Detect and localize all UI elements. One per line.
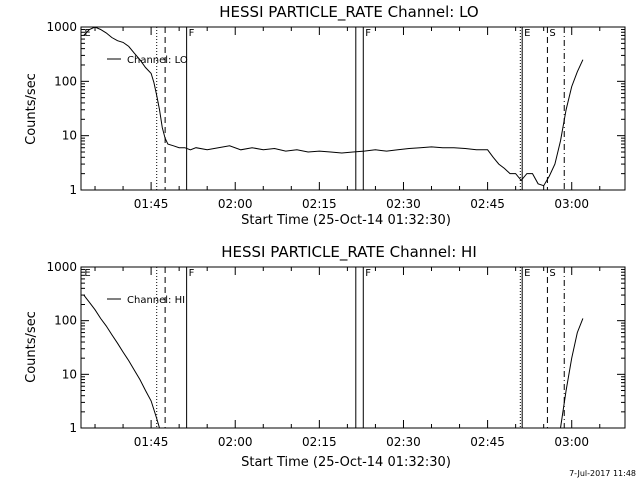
series-line (83, 26, 584, 187)
y-tick-label: 100 (54, 74, 77, 88)
x-axis-label: Start Time (25-Oct-14 01:32:30) (241, 213, 451, 228)
footer-timestamp: 7-Jul-2017 11:48 (569, 469, 636, 478)
y-tick-label: 1 (69, 421, 77, 435)
x-tick-label: 02:45 (470, 435, 505, 449)
event-marker-label: F (189, 268, 195, 279)
y-tick-label: 1000 (46, 260, 77, 274)
plot-frame (80, 26, 626, 191)
x-tick-label: 02:15 (302, 435, 337, 449)
chart-title: HESSI PARTICLE_RATE Channel: HI (221, 243, 477, 262)
x-tick-label: 01:45 (134, 435, 169, 449)
x-axis-label: Start Time (25-Oct-14 01:32:30) (241, 455, 451, 470)
chart-title: HESSI PARTICLE_RATE Channel: LO (219, 3, 478, 22)
event-marker-label: E (524, 268, 530, 279)
panel-lo: HESSI PARTICLE_RATE Channel: LO Counts/s… (24, 3, 626, 228)
x-tick-label: 02:45 (470, 197, 505, 211)
x-tick-label: 03:00 (554, 197, 589, 211)
event-marker-label: F (189, 28, 195, 39)
x-tick-label: 02:00 (218, 435, 253, 449)
event-marker-label: E (84, 28, 90, 39)
y-tick-label: 1000 (46, 20, 77, 34)
x-tick-label: 03:00 (554, 435, 589, 449)
event-marker-label: S (549, 268, 555, 279)
series-line (83, 294, 584, 429)
event-marker-label: F (365, 268, 371, 279)
y-tick-label: 100 (54, 314, 77, 328)
panel-hi: HESSI PARTICLE_RATE Channel: HI Counts/s… (24, 243, 626, 470)
event-marker-label: S (549, 28, 555, 39)
x-tick-label: 02:15 (302, 197, 337, 211)
event-marker-label: E (524, 28, 530, 39)
legend-label: Channel: HI (127, 295, 185, 306)
legend-label: Channel: LO (127, 55, 188, 66)
plot-frame (80, 266, 626, 429)
x-tick-label: 02:30 (386, 435, 421, 449)
y-axis-label: Counts/sec (24, 311, 39, 383)
y-tick-label: 10 (62, 129, 77, 143)
y-tick-label: 10 (62, 367, 77, 381)
x-tick-label: 02:30 (386, 197, 421, 211)
event-marker-label: E (84, 268, 90, 279)
y-axis-label: Counts/sec (24, 73, 39, 145)
event-marker-label: F (365, 28, 371, 39)
y-tick-label: 1 (69, 183, 77, 197)
x-tick-label: 02:00 (218, 197, 253, 211)
x-tick-label: 01:45 (134, 197, 169, 211)
